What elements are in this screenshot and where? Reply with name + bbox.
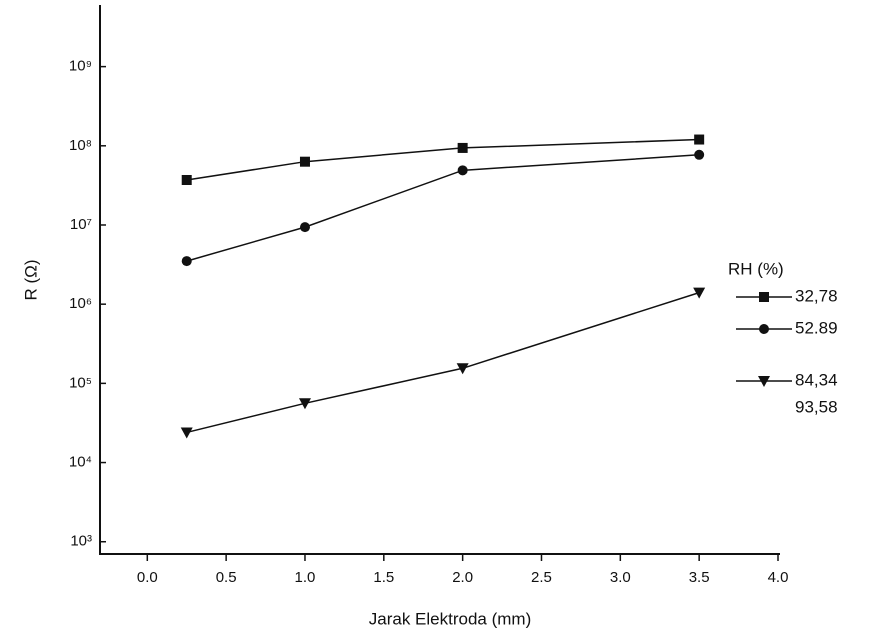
y-tick-label: 10³ [70, 533, 92, 550]
legend-label: 93,58 [795, 397, 838, 416]
y-axis-label: R (Ω) [21, 259, 40, 300]
marker [180, 427, 193, 439]
marker [456, 363, 469, 375]
marker [694, 134, 705, 145]
y-tick-label: 10⁶ [69, 295, 92, 312]
marker [759, 324, 769, 334]
series-line [186, 154, 700, 262]
x-tick-label: 0.0 [137, 569, 158, 586]
legend-title: RH (%) [728, 259, 784, 278]
x-tick-label: 1.0 [295, 569, 316, 586]
x-tick-label: 3.5 [689, 569, 710, 586]
legend-label: 52.89 [795, 318, 838, 337]
legend-label: 84,34 [795, 370, 838, 389]
x-tick-label: 2.0 [452, 569, 473, 586]
marker [299, 156, 310, 167]
marker [181, 174, 192, 185]
marker [457, 142, 468, 153]
x-tick-label: 4.0 [768, 569, 789, 586]
x-tick-label: 0.5 [216, 569, 237, 586]
marker [693, 287, 706, 299]
x-tick-label: 2.5 [531, 569, 552, 586]
marker [694, 149, 705, 160]
marker [181, 256, 192, 267]
legend-label: 32,78 [795, 286, 838, 305]
y-tick-label: 10⁸ [69, 137, 92, 154]
marker [298, 398, 311, 410]
y-tick-label: 10⁴ [69, 454, 92, 471]
series-line [186, 138, 700, 181]
x-tick-label: 1.5 [373, 569, 394, 586]
marker [758, 376, 770, 387]
series-line [186, 291, 700, 434]
y-tick-label: 10⁹ [69, 58, 92, 75]
marker [457, 165, 468, 176]
x-axis-label: Jarak Elektroda (mm) [369, 609, 531, 628]
x-tick-label: 3.0 [610, 569, 631, 586]
y-tick-label: 10⁷ [70, 216, 92, 233]
y-tick-label: 10⁵ [69, 374, 92, 391]
marker [759, 292, 769, 302]
marker [299, 222, 310, 233]
